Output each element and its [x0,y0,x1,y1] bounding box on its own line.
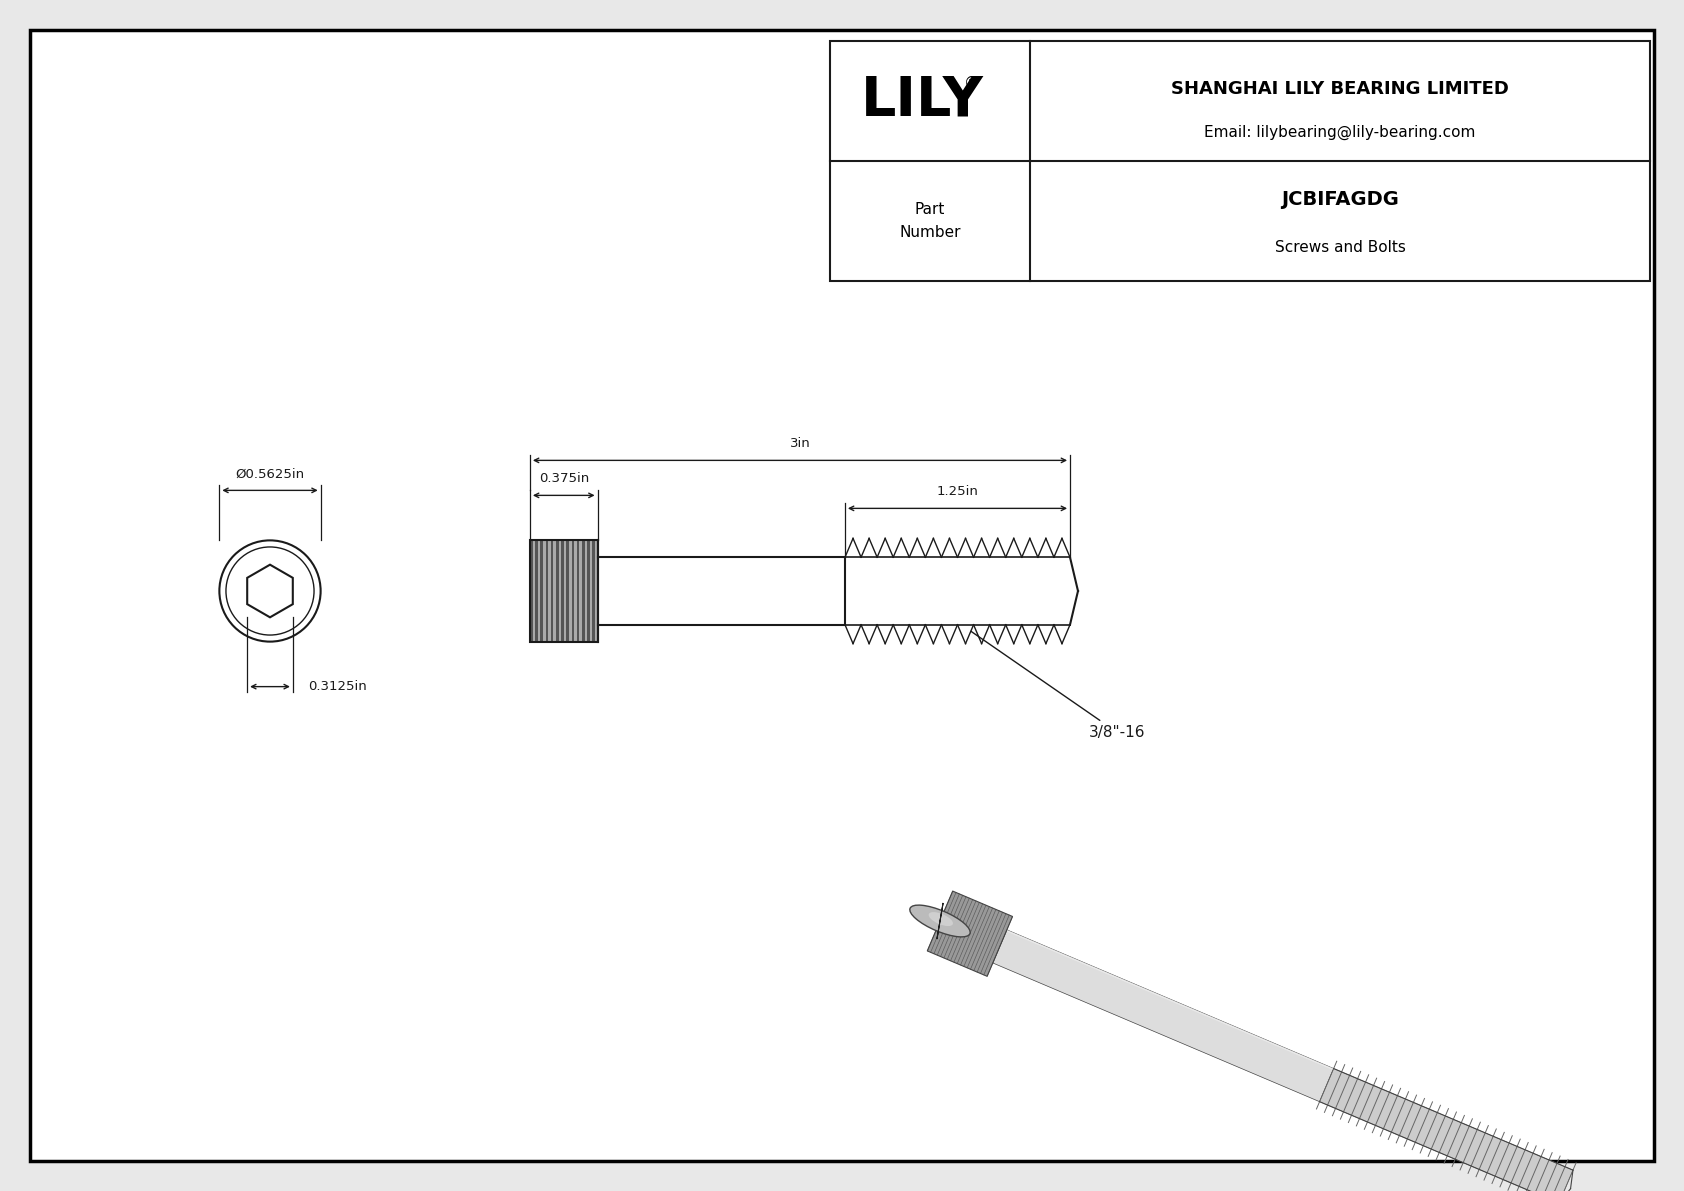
Text: 3in: 3in [790,437,810,450]
Bar [583,541,584,642]
Polygon shape [1007,930,1334,1070]
Polygon shape [928,891,1012,977]
Bar [536,541,537,642]
Polygon shape [248,565,293,617]
Text: LILY: LILY [861,74,983,127]
Bar [594,541,598,642]
Bar [532,541,536,642]
Text: SHANGHAI LILY BEARING LIMITED: SHANGHAI LILY BEARING LIMITED [1170,80,1509,98]
Text: Part
Number: Part Number [899,202,962,239]
Circle shape [219,541,320,642]
Text: Ø0.5625in: Ø0.5625in [236,467,305,480]
Bar [566,541,569,642]
Bar [576,541,579,642]
Bar [549,541,551,642]
Polygon shape [936,903,943,939]
Bar [537,541,541,642]
Bar [542,541,546,642]
Text: JCBIFAGDG: JCBIFAGDG [1282,189,1399,208]
Ellipse shape [928,912,953,927]
Text: 1.25in: 1.25in [936,486,978,498]
Text: 3/8"-16: 3/8"-16 [972,631,1145,740]
Bar [559,541,561,642]
Bar [579,541,583,642]
Bar [561,541,564,642]
Text: 0.375in: 0.375in [539,473,589,486]
Bar [546,541,549,642]
Bar [588,541,589,642]
Bar [556,541,559,642]
Bar [589,541,593,642]
Bar [541,541,542,642]
Polygon shape [1320,1068,1573,1191]
Bar [554,541,556,642]
Bar [574,541,576,642]
Bar [598,557,845,625]
Bar [593,541,594,642]
Text: Email: lilybearing@lily-bearing.com: Email: lilybearing@lily-bearing.com [1204,125,1475,139]
Bar [571,541,574,642]
Text: ®: ® [965,75,980,91]
Text: 0.3125in: 0.3125in [308,680,367,693]
Polygon shape [994,930,1334,1102]
Bar [569,541,571,642]
Bar [551,541,554,642]
Bar [564,541,566,642]
Bar [530,541,598,642]
Ellipse shape [909,905,970,937]
Bar [830,40,1650,281]
Bar [530,541,532,642]
Bar [584,541,588,642]
Text: Screws and Bolts: Screws and Bolts [1275,239,1406,255]
